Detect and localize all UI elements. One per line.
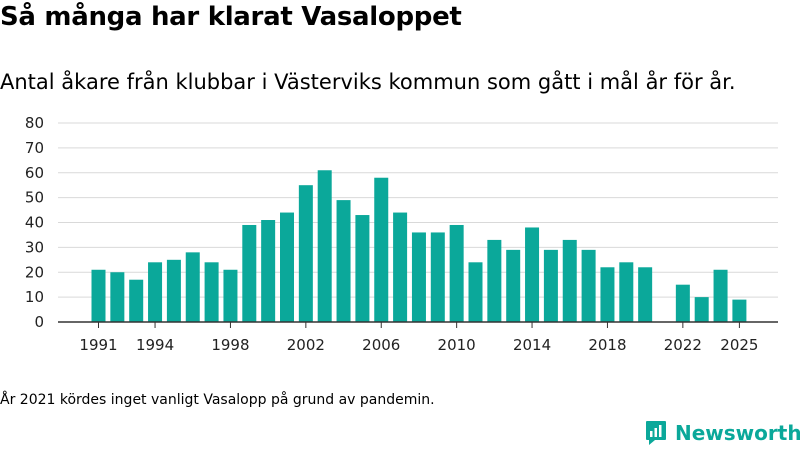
x-axis-labels: 1991 1994 1998 2002 2006 2010 2014 2018 2022 2025 (79, 336, 758, 354)
bar (317, 170, 332, 322)
bar (411, 232, 426, 322)
bar (675, 284, 690, 322)
y-tick-label: 70 (25, 139, 44, 157)
x-axis (58, 321, 778, 328)
bar (562, 239, 577, 322)
footnote: År 2021 kördes inget vanligt Vasalopp på… (0, 392, 435, 408)
bar (694, 297, 709, 322)
x-tick-label: 1998 (211, 336, 249, 354)
bar (468, 262, 483, 322)
y-axis-labels: 0 10 20 30 40 50 60 70 80 (25, 114, 44, 331)
bar (600, 267, 615, 322)
x-tick-label: 2002 (287, 336, 325, 354)
bar (393, 212, 408, 322)
x-tick-label: 1991 (79, 336, 117, 354)
y-tick-label: 10 (25, 288, 44, 306)
y-tick-label: 30 (25, 238, 44, 256)
chart-title: Så många har klarat Vasaloppet (0, 2, 462, 32)
bar (242, 224, 257, 322)
newsworthy-logo-text: Newsworthy (675, 421, 800, 445)
bar (110, 272, 125, 322)
bar (280, 212, 294, 322)
bar (506, 249, 521, 322)
bar (619, 262, 634, 322)
bar (430, 232, 445, 322)
y-tick-label: 80 (25, 114, 44, 132)
bar (223, 269, 238, 322)
bar (148, 262, 163, 322)
y-tick-label: 40 (25, 214, 44, 232)
x-tick-label: 2014 (513, 336, 551, 354)
bar (261, 220, 276, 322)
bar (449, 224, 464, 322)
x-tick-label: 2010 (438, 336, 476, 354)
bar (713, 269, 728, 322)
bar (129, 279, 144, 322)
bar (732, 299, 747, 322)
y-tick-label: 0 (34, 313, 44, 331)
chart-subtitle: Antal åkare från klubbar i Västerviks ko… (0, 70, 736, 94)
y-tick-label: 20 (25, 263, 44, 281)
bar (374, 177, 389, 322)
bar (91, 269, 106, 322)
bar (525, 227, 540, 322)
x-tick-label: 2025 (720, 336, 758, 354)
bar (487, 239, 502, 322)
newsworthy-logo: Newsworthy (645, 420, 800, 446)
x-tick-label: 2006 (362, 336, 400, 354)
bar (185, 252, 200, 322)
newsworthy-logo-icon (646, 421, 666, 445)
bar (638, 267, 653, 322)
bars (91, 170, 747, 322)
y-tick-label: 50 (25, 189, 44, 207)
bar (204, 262, 219, 322)
bar (543, 249, 558, 322)
x-tick-label: 2018 (588, 336, 626, 354)
bar (355, 215, 370, 322)
bar (166, 259, 181, 322)
bar (298, 185, 313, 322)
x-tick-label: 1994 (136, 336, 174, 354)
bar (581, 249, 596, 322)
y-tick-label: 60 (25, 164, 44, 182)
bar (336, 200, 351, 322)
x-tick-label: 2022 (664, 336, 702, 354)
